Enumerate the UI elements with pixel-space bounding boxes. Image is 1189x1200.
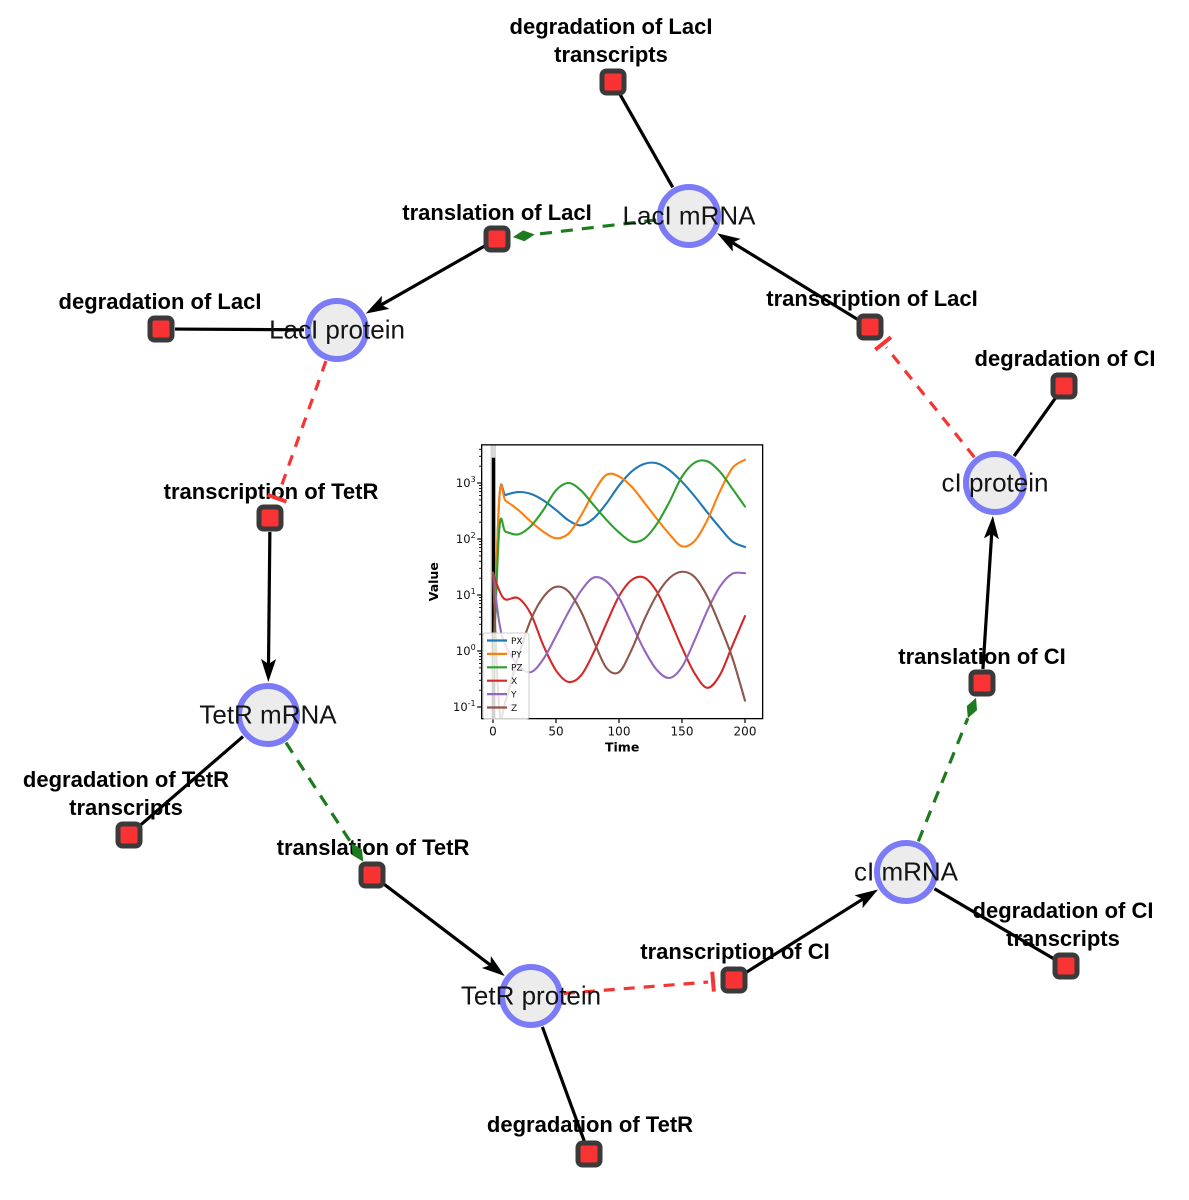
species-node-ci-mrna[interactable] (874, 840, 938, 904)
x-tick-label: 150 (671, 725, 694, 739)
legend-label: X (511, 677, 517, 687)
y-tick-label: 102 (456, 531, 476, 546)
x-tick-label: 0 (489, 725, 497, 739)
species-node-ci-protein[interactable] (963, 451, 1027, 515)
modifier-arrowhead (512, 230, 535, 242)
species-node-laci-protein[interactable] (305, 298, 369, 362)
reaction-label-line: degradation of TetR (22, 767, 230, 792)
species-label-laci-protein: LacI protein (269, 314, 405, 345)
series-PX (491, 461, 747, 682)
reaction-label-translation-ci: translation of CI (898, 643, 1065, 671)
species-label-ci-mrna: cI mRNA (854, 856, 958, 887)
y-tick-label: 10-1 (453, 699, 476, 714)
y-tick-label: 101 (456, 587, 476, 602)
reaction-label-line: degradation of LacI (509, 14, 713, 39)
reaction-label-line: degradation of CI (972, 898, 1154, 923)
reaction-label-transcription-tetr: transcription of TetR (164, 478, 379, 506)
plot-frame (481, 444, 764, 720)
species-label-tetr-mrna: TetR mRNA (199, 699, 337, 730)
series-Z (491, 570, 747, 719)
series-PY (491, 458, 747, 682)
reaction-label-line: degradation of TetR (486, 1112, 694, 1137)
series-X (491, 571, 747, 689)
reaction-label-degradation-laci-transcripts: degradation of LacI transcripts (510, 13, 713, 69)
reaction-node-degradation-ci[interactable] (1050, 372, 1078, 400)
legend-label: Z (511, 704, 517, 714)
reaction-label-degradation-ci: degradation of CI (975, 345, 1156, 373)
reaction-node-degradation-tetr[interactable] (575, 1140, 603, 1168)
reaction-label-line: transcripts (69, 795, 183, 820)
reaction-label-degradation-tetr-transcripts: degradation of TetR transcripts (23, 766, 229, 822)
edge-product (266, 531, 272, 667)
edge-product (382, 882, 493, 968)
product-arrowhead (365, 295, 390, 314)
x-axis-label: Time (605, 740, 639, 755)
species-node-tetr-mrna[interactable] (236, 683, 300, 747)
reaction-label-line: translation of CI (898, 644, 1066, 669)
reaction-node-translation-laci[interactable] (483, 225, 511, 253)
edge-inhibitor (710, 971, 716, 992)
reaction-label-translation-tetr: translation of TetR (277, 834, 470, 862)
legend-label: PX (511, 637, 523, 647)
reaction-label-line: transcripts (554, 42, 668, 67)
x-tick-label: 200 (734, 725, 757, 739)
legend-label: PY (511, 650, 522, 660)
edge-inhibitor (277, 360, 328, 495)
series-PZ (491, 459, 747, 682)
reaction-node-transcription-laci[interactable] (856, 313, 884, 341)
y-tick-label: 100 (456, 643, 476, 658)
modifier-arrowhead (966, 697, 978, 719)
reaction-label-degradation-tetr: degradation of TetR (487, 1111, 693, 1139)
reaction-label-line: transcripts (1006, 926, 1120, 951)
edge-reactant (1012, 396, 1058, 458)
species-label-tetr-protein: TetR protein (460, 980, 602, 1011)
reaction-node-translation-tetr[interactable] (358, 861, 386, 889)
reaction-label-line: transcription of TetR (163, 479, 379, 504)
reaction-node-degradation-laci-transcripts[interactable] (599, 68, 627, 96)
legend-label: PZ (511, 664, 523, 674)
legend-label: Y (510, 691, 517, 701)
x-tick-label: 50 (548, 725, 563, 739)
edge-product (378, 244, 486, 308)
y-tick-label: 103 (456, 475, 476, 490)
reaction-label-line: degradation of CI (974, 346, 1156, 371)
x-tick-label: 100 (608, 725, 631, 739)
reaction-label-translation-laci: translation of LacI (402, 199, 591, 227)
reaction-node-degradation-laci[interactable] (147, 315, 175, 343)
reaction-label-line: degradation of LacI (58, 289, 262, 314)
reaction-node-transcription-tetr[interactable] (256, 504, 284, 532)
reaction-label-line: translation of TetR (276, 835, 470, 860)
reaction-label-transcription-ci: transcription of CI (640, 938, 829, 966)
reaction-label-line: translation of LacI (402, 200, 592, 225)
edge-modifier (916, 717, 970, 842)
species-label-ci-protein: cI protein (941, 467, 1049, 498)
reaction-node-degradation-tetr-transcripts[interactable] (115, 821, 143, 849)
reaction-node-translation-ci[interactable] (968, 669, 996, 697)
reaction-label-line: transcription of LacI (766, 286, 978, 311)
product-arrowhead (717, 233, 741, 252)
inset-chart: 0 50 100 150 200 10-1 100 101 102 103 Time Value PX P… (425, 440, 770, 758)
edge-modifier (284, 741, 353, 845)
species-label-laci-mrna: LacI mRNA (622, 200, 756, 231)
product-arrowhead (481, 956, 505, 977)
series-Y (491, 571, 747, 680)
species-node-tetr-protein[interactable] (499, 964, 563, 1028)
reaction-node-degradation-ci-transcripts[interactable] (1052, 952, 1080, 980)
edge-inhibitor (885, 346, 976, 459)
reaction-label-degradation-ci-transcripts: degradation of CI transcripts (973, 897, 1154, 953)
species-node-laci-mrna[interactable] (657, 184, 721, 248)
product-arrowhead (261, 658, 277, 683)
product-arrowhead (983, 515, 999, 540)
reaction-label-degradation-laci: degradation of LacI (59, 288, 262, 316)
y-axis-label: Value (426, 562, 441, 601)
edge-reactant (618, 93, 675, 189)
product-arrowhead (854, 889, 879, 909)
reaction-label-line: transcription of CI (640, 939, 830, 964)
reaction-node-transcription-ci[interactable] (720, 966, 748, 994)
reaction-label-transcription-laci: transcription of LacI (766, 285, 977, 313)
